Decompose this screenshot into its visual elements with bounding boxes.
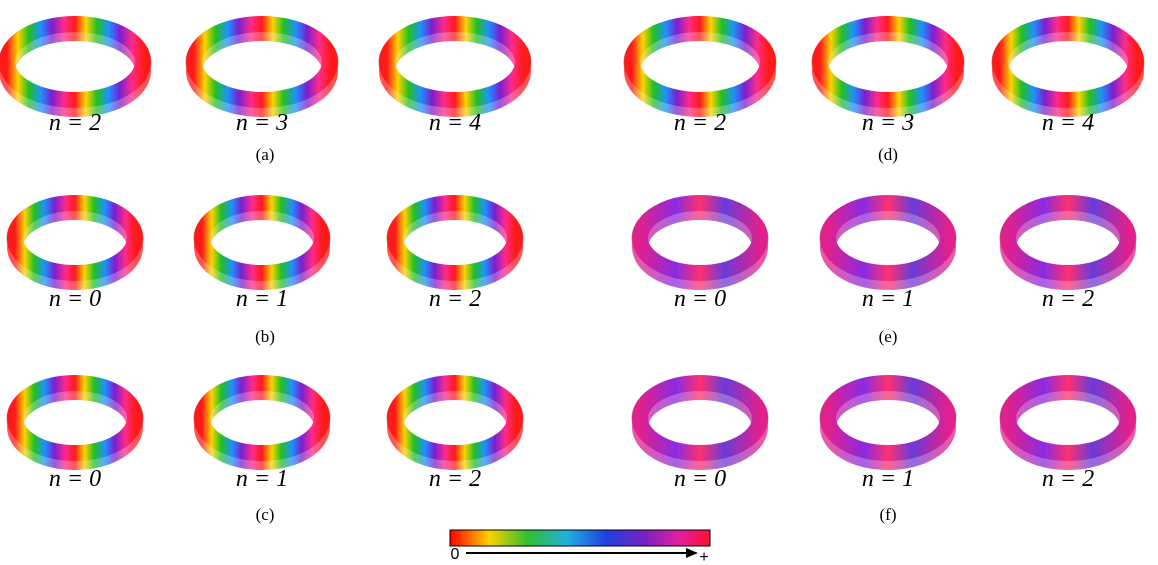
ring — [7, 375, 143, 461]
mode-label: n = 2 — [429, 466, 481, 492]
ring — [624, 16, 776, 108]
mode-label: n = 3 — [862, 110, 914, 136]
mode-label: n = 2 — [49, 110, 101, 136]
ring — [379, 16, 531, 108]
ring — [992, 16, 1144, 108]
panel-label: (c) — [256, 505, 275, 524]
ring — [1000, 195, 1136, 281]
mode-label: n = 0 — [674, 466, 726, 492]
panel-label: (e) — [879, 327, 898, 346]
ring — [632, 195, 768, 281]
ring — [194, 375, 330, 461]
ring — [194, 195, 330, 281]
colorbar-max: + — [699, 549, 708, 565]
mode-label: n = 4 — [429, 110, 481, 136]
mode-label: n = 3 — [236, 110, 288, 136]
ring — [7, 195, 143, 281]
mode-label: n = 2 — [674, 110, 726, 136]
ring — [632, 375, 768, 461]
mode-label: n = 2 — [1042, 466, 1094, 492]
colorbar — [449, 529, 711, 547]
ring — [186, 16, 338, 108]
ring — [820, 375, 956, 461]
ring — [812, 16, 964, 108]
mode-label: n = 2 — [1042, 286, 1094, 312]
mode-label: n = 1 — [236, 286, 288, 312]
mode-label: n = 1 — [862, 286, 914, 312]
mode-label: n = 0 — [49, 466, 101, 492]
colorbar-min: 0 — [451, 546, 460, 563]
panel-label: (b) — [255, 327, 275, 346]
panel-label: (d) — [878, 145, 898, 164]
ring — [387, 375, 523, 461]
ring — [1000, 375, 1136, 461]
colorbar-arrowhead — [686, 548, 698, 558]
mode-label: n = 0 — [674, 286, 726, 312]
ring — [387, 195, 523, 281]
panel-label: (a) — [256, 145, 275, 164]
mode-label: n = 1 — [236, 466, 288, 492]
mode-label: n = 2 — [429, 286, 481, 312]
ring — [820, 195, 956, 281]
ring — [0, 16, 151, 108]
panel-label: (f) — [880, 505, 897, 524]
mode-label: n = 1 — [862, 466, 914, 492]
mode-label: n = 0 — [49, 286, 101, 312]
mode-label: n = 4 — [1042, 110, 1094, 136]
